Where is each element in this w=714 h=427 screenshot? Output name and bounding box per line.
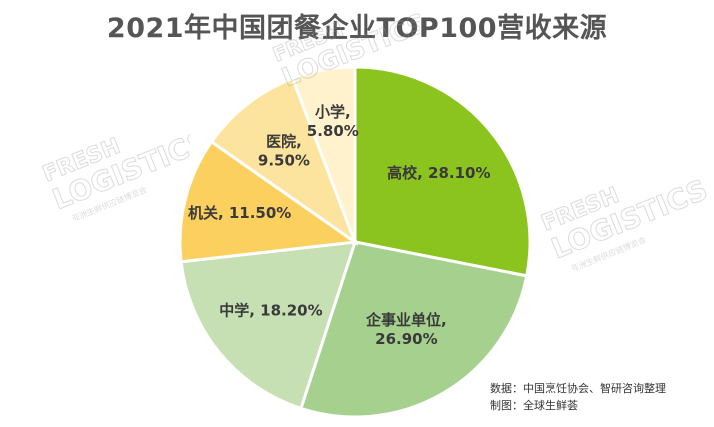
slice-label: 中学, 18.20%: [219, 302, 322, 320]
pie-slice-机关: [178, 139, 360, 264]
source-note: 数据：中国烹饪协会、智研咨询整理 制图：全球生鲜荟: [490, 380, 666, 414]
pie-slice-企事业单位: [299, 240, 529, 419]
slice-label: 小学, 5.80%: [307, 103, 359, 140]
pie-slice-高校: [353, 65, 532, 278]
pie-slices: [178, 65, 532, 419]
pie-slice-中学: [179, 240, 358, 411]
pie-labels: 高校, 28.10% 企事业单位, 26.90% 中学, 18.20% 机关, 11.5…: [188, 103, 491, 348]
source-line: 制图：全球生鲜荟: [490, 399, 578, 412]
pie-slice-医院: [209, 76, 359, 247]
slice-label: 高校, 28.10%: [387, 164, 490, 182]
slice-label: 医院, 9.50%: [258, 132, 310, 169]
slice-label: 企事业单位, 26.90%: [365, 311, 447, 348]
slice-label: 机关, 11.50%: [188, 204, 291, 222]
pie-slice-小学: [290, 65, 357, 243]
source-line: 数据：中国烹饪协会、智研咨询整理: [490, 382, 666, 395]
chart-title: 2021年中国团餐企业TOP100营收来源: [106, 13, 608, 44]
